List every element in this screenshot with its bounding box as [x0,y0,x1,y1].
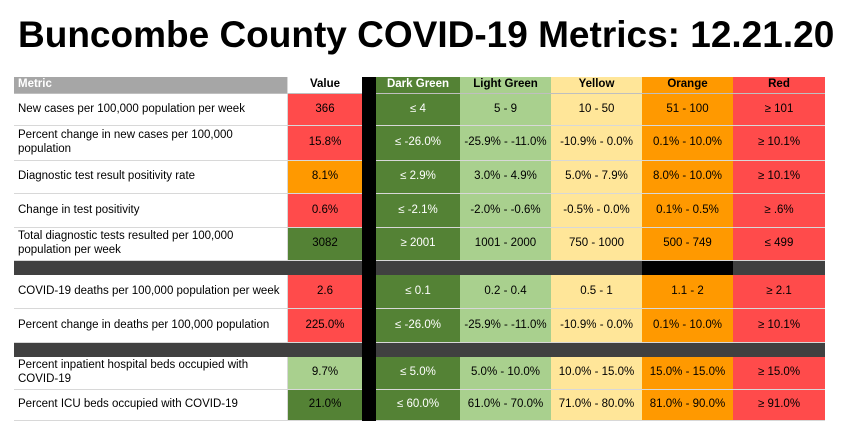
threshold-yellow: 750 - 1000 [551,228,642,261]
threshold-yellow: 0.5 - 1 [551,275,642,309]
threshold-yellow: -0.5% - 0.0% [551,194,642,228]
table-row: COVID-19 deaths per 100,000 population p… [14,275,825,309]
metric-label: Total diagnostic tests resulted per 100,… [14,228,288,261]
threshold-dark-green: ≤ -26.0% [376,309,460,343]
black-divider [362,261,376,275]
threshold-light-green: 3.0% - 4.9% [460,161,551,194]
metric-value: 366 [288,94,362,126]
threshold-dark-green: ≤ 0.1 [376,275,460,309]
metric-value: 9.7% [288,357,362,390]
threshold-light-green: -2.0% - -0.6% [460,194,551,228]
black-divider [362,126,376,161]
threshold-dark-green: ≤ -26.0% [376,126,460,161]
threshold-orange: 51 - 100 [642,94,733,126]
threshold-yellow: -10.9% - 0.0% [551,126,642,161]
threshold-dark-green: ≥ 2001 [376,228,460,261]
header-light-green: Light Green [460,77,551,94]
metric-label: Diagnostic test result positivity rate [14,161,288,194]
metric-label: Percent inpatient hospital beds occupied… [14,357,288,390]
threshold-red: ≥ 10.1% [733,126,825,161]
threshold-red: ≥ 91.0% [733,390,825,421]
metric-label: COVID-19 deaths per 100,000 population p… [14,275,288,309]
metric-value: 2.6 [288,275,362,309]
metric-value: 3082 [288,228,362,261]
table-row: Change in test positivity 0.6% ≤ -2.1% -… [14,194,825,228]
metric-label: Change in test positivity [14,194,288,228]
threshold-red: ≥ 15.0% [733,357,825,390]
metric-label: New cases per 100,000 population per wee… [14,94,288,126]
metric-label: Percent change in deaths per 100,000 pop… [14,309,288,343]
header-value: Value [288,77,362,94]
page-title: Buncombe County COVID-19 Metrics: 12.21.… [18,14,835,55]
table-row: Total diagnostic tests resulted per 100,… [14,228,825,261]
threshold-light-green: 1001 - 2000 [460,228,551,261]
threshold-orange: 81.0% - 90.0% [642,390,733,421]
metric-value: 21.0% [288,390,362,421]
threshold-light-green: 0.2 - 0.4 [460,275,551,309]
black-divider [362,357,376,390]
threshold-orange: 0.1% - 0.5% [642,194,733,228]
metric-label: Percent ICU beds occupied with COVID-19 [14,390,288,421]
black-divider [362,161,376,194]
black-divider [362,77,376,94]
threshold-red: ≥ 2.1 [733,275,825,309]
threshold-light-green: -25.9% - -11.0% [460,126,551,161]
metric-value: 225.0% [288,309,362,343]
metrics-table: Metric Value Dark Green Light Green Yell… [14,77,825,421]
section-separator [14,343,825,357]
threshold-red: ≤ 499 [733,228,825,261]
metric-value: 0.6% [288,194,362,228]
threshold-orange: 500 - 749 [642,228,733,261]
threshold-orange: 0.1% - 10.0% [642,126,733,161]
threshold-dark-green: ≤ 4 [376,94,460,126]
metric-value: 15.8% [288,126,362,161]
threshold-yellow: 71.0% - 80.0% [551,390,642,421]
black-divider [362,275,376,309]
header-dark-green: Dark Green [376,77,460,94]
threshold-red: ≥ 10.1% [733,309,825,343]
threshold-orange: 8.0% - 10.0% [642,161,733,194]
table-row: Percent change in new cases per 100,000 … [14,126,825,161]
threshold-orange: 1.1 - 2 [642,275,733,309]
table-row: New cases per 100,000 population per wee… [14,94,825,126]
threshold-light-green: 61.0% - 70.0% [460,390,551,421]
header-orange: Orange [642,77,733,94]
header-yellow: Yellow [551,77,642,94]
threshold-yellow: -10.9% - 0.0% [551,309,642,343]
header-metric: Metric [14,77,288,94]
threshold-dark-green: ≤ 2.9% [376,161,460,194]
section-separator [14,261,825,275]
table-row: Percent inpatient hospital beds occupied… [14,357,825,390]
table-row: Percent ICU beds occupied with COVID-19 … [14,390,825,421]
black-divider [362,309,376,343]
black-divider [362,228,376,261]
black-divider [362,194,376,228]
metric-value: 8.1% [288,161,362,194]
metric-label: Percent change in new cases per 100,000 … [14,126,288,161]
threshold-dark-green: ≤ -2.1% [376,194,460,228]
table-row: Diagnostic test result positivity rate 8… [14,161,825,194]
black-divider [362,94,376,126]
threshold-yellow: 5.0% - 7.9% [551,161,642,194]
threshold-dark-green: ≤ 5.0% [376,357,460,390]
threshold-red: ≥ 101 [733,94,825,126]
threshold-light-green: 5.0% - 10.0% [460,357,551,390]
threshold-orange: 15.0% - 15.0% [642,357,733,390]
threshold-red: ≥ 10.1% [733,161,825,194]
threshold-light-green: 5 - 9 [460,94,551,126]
threshold-dark-green: ≤ 60.0% [376,390,460,421]
threshold-red: ≥ .6% [733,194,825,228]
table-row: Percent change in deaths per 100,000 pop… [14,309,825,343]
black-divider [362,343,376,357]
header-red: Red [733,77,825,94]
threshold-yellow: 10 - 50 [551,94,642,126]
threshold-light-green: -25.9% - -11.0% [460,309,551,343]
threshold-yellow: 10.0% - 15.0% [551,357,642,390]
table-header-row: Metric Value Dark Green Light Green Yell… [14,77,825,94]
threshold-orange: 0.1% - 10.0% [642,309,733,343]
black-divider [362,390,376,421]
